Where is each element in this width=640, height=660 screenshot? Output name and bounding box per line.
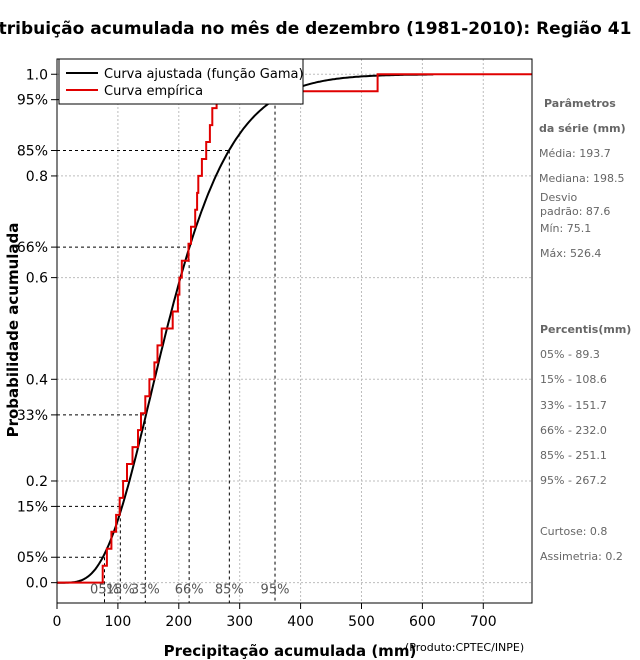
percentil-85: 85% - 251.1 (540, 449, 607, 462)
y-percentile-label: 66% (17, 240, 48, 256)
side-panel: Parâmetros da série (mm) Média: 193.7 Me… (539, 97, 631, 563)
stat-max: Máx: 526.4 (540, 247, 601, 260)
y-axis: 0.0 0.2 0.4 0.6 0.8 1.0 05% 15% 33% 66% 85% 95% (17, 67, 57, 592)
y-percentile-label: 85% (17, 144, 48, 160)
x-tick-label: 100 (105, 614, 132, 630)
grid-lines (56, 59, 532, 603)
legend-entry-empirical: Curva empírica (104, 84, 203, 99)
stat-assimetria: Assimetria: 0.2 (540, 550, 623, 563)
y-tick-label: 0.0 (26, 576, 48, 592)
percentil-05: 05% - 89.3 (540, 348, 600, 361)
x-tick-label: 500 (348, 614, 375, 630)
stat-media: Média: 193.7 (539, 147, 611, 160)
percentis-title: Percentis(mm) (540, 323, 631, 336)
y-percentile-label: 33% (17, 408, 48, 424)
y-percentile-label: 15% (17, 499, 48, 515)
y-tick-label: 1.0 (26, 67, 48, 83)
percentil-33: 33% - 151.7 (540, 399, 607, 412)
stat-desvio-1: Desvio (540, 191, 578, 204)
stat-curtose: Curtose: 0.8 (540, 525, 607, 538)
x-tick-label: 400 (287, 614, 314, 630)
x-tick-label: 0 (53, 614, 62, 630)
y-tick-label: 0.4 (26, 372, 48, 388)
empirical-step-curve (57, 73, 532, 586)
legend-box (58, 58, 304, 105)
x-percentile-label: 66% (175, 583, 204, 598)
plot-box (56, 58, 533, 604)
series-group (57, 73, 532, 586)
x-tick-label: 200 (165, 614, 192, 630)
params-title-2: da série (mm) (539, 122, 626, 135)
y-percentile-label: 05% (17, 550, 48, 566)
chart-title: Distribuição acumulada no mês de dezembr… (0, 19, 631, 39)
percentil-15: 15% - 108.6 (540, 373, 607, 386)
x-tick-label: 300 (226, 614, 253, 630)
x-percentile-label: 95% (261, 583, 290, 598)
x-axis-label: Precipitação acumulada (mm) (164, 642, 417, 660)
percentil-66: 66% - 232.0 (540, 424, 607, 437)
legend-entry-fit: Curva ajustada (função Gama) (104, 67, 304, 82)
percentil-95: 95% - 267.2 (540, 474, 607, 487)
stat-min: Mín: 75.1 (540, 222, 591, 235)
y-tick-label: 0.6 (26, 271, 48, 287)
percentile-labels: 05%15%33% 66% 85% 95% (90, 583, 289, 598)
x-percentile-label: 05% (90, 583, 119, 598)
y-tick-label: 0.8 (26, 169, 48, 185)
x-percentile-label: 33% (131, 583, 160, 598)
stat-desvio-2: padrão: 87.6 (540, 205, 610, 218)
x-percentile-label: 85% (215, 583, 244, 598)
x-tick-label: 600 (409, 614, 436, 630)
y-percentile-label: 95% (17, 93, 48, 109)
params-title-1: Parâmetros (544, 97, 616, 110)
stat-mediana: Mediana: 198.5 (539, 172, 624, 185)
credit-text: (Produto:CPTEC/INPE) (405, 641, 524, 654)
y-tick-label: 0.2 (26, 474, 48, 490)
percentile-reference-lines (57, 99, 276, 603)
legend: Curva ajustada (função Gama) Curva empír… (58, 58, 304, 105)
x-axis: 0 100 200 300 400 500 600 700 (53, 603, 497, 630)
x-percentile-label: 15% (106, 583, 135, 598)
x-tick-label: 700 (470, 614, 497, 630)
y-axis-label: Probabilidade acumulada (4, 223, 22, 438)
